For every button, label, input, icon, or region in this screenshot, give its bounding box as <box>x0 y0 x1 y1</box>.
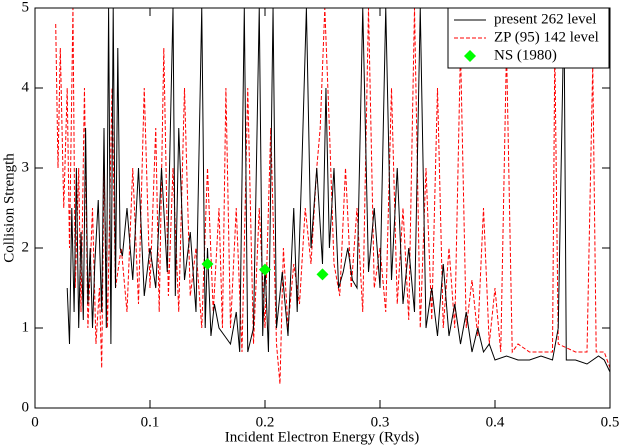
legend-label: ZP (95) 142 level <box>494 29 599 45</box>
y-tick-label: 3 <box>22 159 30 175</box>
data-point <box>201 258 214 270</box>
x-tick-label: 0.4 <box>486 414 505 430</box>
y-tick-label: 4 <box>22 79 30 95</box>
data-point <box>259 263 271 276</box>
y-axis-label: Collision Strength <box>1 153 17 263</box>
y-tick-label: 0 <box>22 399 30 415</box>
x-tick-label: 0.1 <box>141 414 160 430</box>
legend-marker <box>464 50 476 62</box>
data-point <box>316 268 329 281</box>
data-line <box>55 8 610 385</box>
plot-area <box>55 8 610 385</box>
y-tick-label: 1 <box>22 319 30 335</box>
legend-label: present 262 level <box>494 11 596 27</box>
x-tick-label: 0.3 <box>371 414 390 430</box>
x-tick-label: 0.2 <box>256 414 275 430</box>
y-tick-label: 5 <box>22 0 30 15</box>
legend-label: NS (1980) <box>494 47 557 63</box>
y-tick-label: 2 <box>22 239 30 255</box>
x-tick-label: 0.5 <box>601 414 619 430</box>
plot-frame <box>34 7 611 409</box>
x-axis-label: Incident Electron Energy (Ryds) <box>225 429 419 445</box>
x-tick-label: 0 <box>31 414 39 430</box>
data-line <box>66 8 610 373</box>
